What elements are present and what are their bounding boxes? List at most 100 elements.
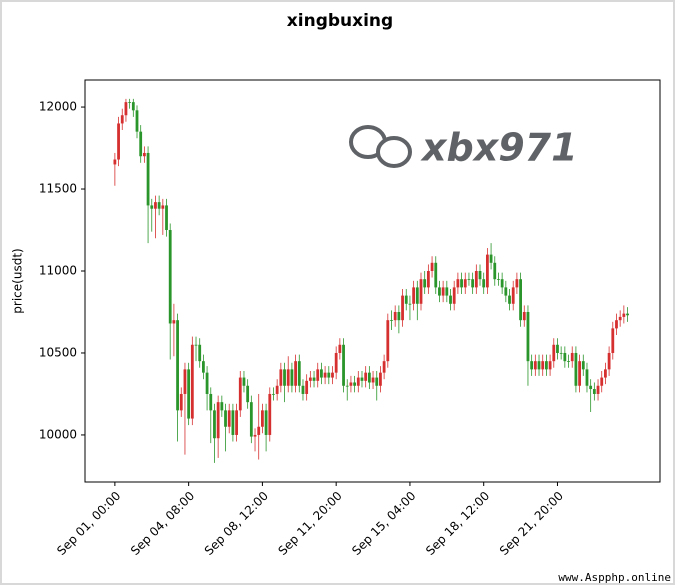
candle-body: [231, 410, 235, 435]
y-axis-label: price(usdt): [11, 248, 25, 313]
candle-body: [150, 205, 154, 209]
candle-body: [253, 434, 257, 437]
candle-body: [430, 262, 434, 271]
candle-body: [261, 410, 264, 427]
plot-frame: [84, 79, 661, 483]
candle-body: [515, 279, 519, 288]
watermark-icon: [349, 125, 412, 168]
candle-body: [545, 361, 548, 370]
candle-body: [120, 115, 124, 124]
candle-body: [604, 369, 607, 378]
y-tick-label: 10500: [39, 345, 77, 359]
candle-body: [227, 410, 231, 427]
candle-body: [264, 410, 268, 435]
candle-body: [139, 131, 143, 157]
candle-body: [201, 361, 205, 373]
candle-body: [511, 287, 515, 304]
candle-body: [301, 385, 305, 394]
candle-body: [279, 369, 283, 386]
candle-body: [508, 295, 511, 304]
candle-body: [559, 352, 563, 354]
candle-body: [375, 377, 379, 386]
candle-body: [345, 385, 349, 387]
candle-body: [589, 385, 593, 390]
candle-body: [379, 372, 382, 386]
candle-body: [596, 385, 600, 394]
candle-body: [537, 361, 541, 370]
candle-body: [294, 361, 297, 386]
candle-body: [415, 287, 419, 304]
candle-body: [581, 361, 585, 370]
candle-body: [224, 410, 227, 427]
candle-body: [497, 279, 500, 280]
chart-title: xingbuxing: [287, 11, 393, 31]
candle-body: [342, 344, 345, 386]
candle-body: [423, 279, 427, 288]
candle-body: [567, 361, 570, 362]
candle-body: [552, 344, 556, 362]
candle-body: [327, 372, 331, 378]
candle-body: [349, 382, 353, 386]
candle-body: [187, 369, 191, 419]
candle-body: [556, 344, 559, 353]
candle-body: [618, 316, 622, 321]
candle-body: [154, 202, 157, 209]
candle-body: [286, 369, 290, 386]
candle-body: [434, 262, 438, 288]
candle-body: [485, 254, 489, 288]
candle-body: [128, 102, 132, 103]
candle-body: [419, 279, 423, 304]
candle-body: [522, 311, 526, 321]
candle-body: [563, 352, 567, 362]
candle-body: [194, 344, 198, 346]
candle-body: [142, 152, 146, 157]
candle-body: [382, 361, 386, 373]
candle-body: [397, 311, 401, 321]
candle-body: [386, 320, 390, 362]
candle-body: [408, 303, 412, 305]
candle-body: [176, 320, 179, 411]
candle-body: [463, 279, 467, 288]
candle-body: [526, 311, 530, 362]
candle-body: [183, 369, 187, 394]
candle-body: [356, 377, 360, 386]
candle-body: [393, 311, 397, 321]
candle-body: [438, 287, 441, 296]
candle-body: [157, 202, 161, 209]
candle-body: [131, 102, 135, 111]
candle-body: [456, 279, 460, 288]
candle-body: [190, 344, 194, 419]
candle-body: [452, 287, 456, 304]
y-tick-label: 12000: [39, 100, 77, 114]
candle-body: [626, 313, 629, 316]
candle-body: [305, 380, 309, 394]
candle-body: [622, 313, 626, 317]
candle-body: [312, 377, 316, 381]
candle-body: [548, 361, 552, 370]
candle-body: [493, 262, 497, 280]
y-tick-label: 10000: [39, 427, 77, 441]
candle-body: [323, 372, 327, 378]
candle-body: [574, 352, 578, 386]
candle-body: [441, 287, 445, 296]
candle-body: [209, 393, 213, 411]
candle-body: [519, 279, 522, 321]
candle-body: [320, 369, 323, 378]
candle-body: [615, 320, 618, 329]
candle-body: [585, 369, 589, 386]
candle-body: [113, 159, 117, 165]
candle-body: [367, 372, 371, 383]
candle-body: [220, 402, 224, 411]
candle-body: [533, 361, 537, 370]
candle-body: [205, 372, 209, 394]
candle-body: [360, 377, 364, 381]
candle-body: [482, 279, 486, 288]
candle-body: [570, 352, 574, 362]
candle-body: [445, 287, 449, 296]
candle-body: [146, 152, 150, 206]
candle-body: [390, 320, 393, 321]
watermark: xbx971: [420, 126, 578, 170]
candle-body: [124, 102, 128, 116]
